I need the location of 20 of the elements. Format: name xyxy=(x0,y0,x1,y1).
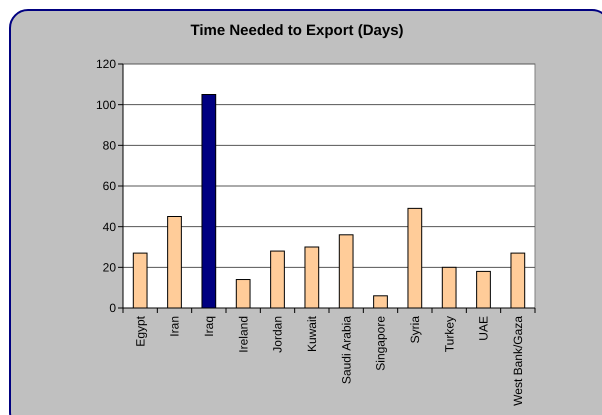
y-tick-label: 60 xyxy=(102,179,116,194)
y-tick-label: 0 xyxy=(109,301,116,316)
x-tick-label: West Bank/Gaza xyxy=(511,316,526,406)
y-tick-label: 40 xyxy=(102,220,116,234)
y-tick-label: 80 xyxy=(102,138,116,153)
x-tick-label: Singapore xyxy=(374,316,388,371)
x-tick-label: Iran xyxy=(168,316,182,337)
x-tick-label: Turkey xyxy=(442,316,456,352)
x-tick-label: Syria xyxy=(408,316,422,344)
x-tick-label: Egypt xyxy=(133,315,148,347)
y-tick-label: 20 xyxy=(102,260,116,275)
y-tick-label: 120 xyxy=(96,57,116,72)
x-tick-label: Iraq xyxy=(202,316,216,337)
x-tick-label: Kuwait xyxy=(305,315,320,352)
y-tick-label: 100 xyxy=(96,98,116,112)
x-tick-label: Saudi Arabia xyxy=(339,316,354,384)
x-tick-label: Jordan xyxy=(270,316,285,353)
x-tick-label: UAE xyxy=(476,316,491,341)
chart-title: Time Needed to Export (Days) xyxy=(190,22,404,39)
x-tick-label: Ireland xyxy=(236,316,250,353)
